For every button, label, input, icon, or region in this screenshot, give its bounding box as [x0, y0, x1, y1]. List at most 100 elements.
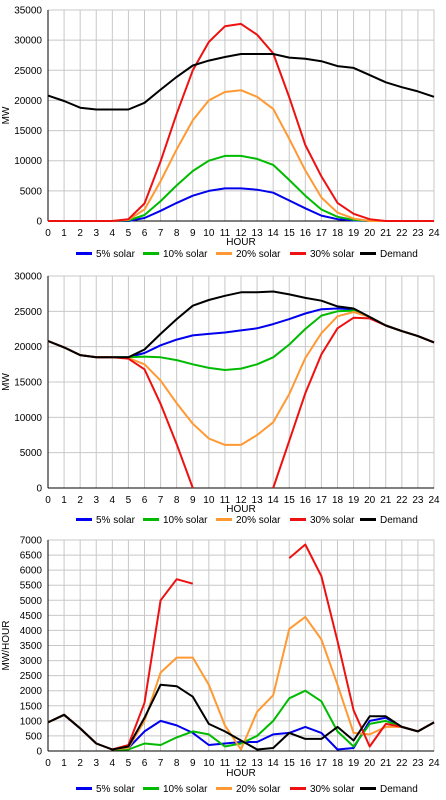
x-tick-label: 18 [332, 495, 344, 506]
x-tick-label: 10 [203, 495, 215, 506]
x-tick-label: 18 [332, 228, 344, 239]
x-tick-label: 23 [412, 228, 424, 239]
x-tick-label: 13 [252, 228, 264, 239]
y-tick-label: 6500 [20, 551, 43, 562]
x-tick-label: 7 [158, 495, 164, 506]
y-tick-label: 6000 [20, 566, 43, 577]
x-tick-label: 6 [142, 228, 148, 239]
x-tick-label: 0 [45, 495, 51, 506]
y-tick-label: 10000 [14, 156, 42, 167]
x-tick-label: 23 [412, 495, 424, 506]
x-tick-label: 3 [93, 495, 99, 506]
x-tick-label: 4 [110, 495, 116, 506]
x-tick-label: 14 [268, 228, 280, 239]
y-tick-label: 25000 [14, 66, 42, 77]
x-tick-label: 4 [110, 228, 116, 239]
series-line-solar30 [48, 22, 434, 222]
y-tick-label: 3500 [20, 641, 43, 652]
x-tick-label: 18 [332, 758, 344, 769]
x-tick-label: 14 [268, 758, 280, 769]
x-tick-label: 15 [284, 228, 296, 239]
y-tick-label: 4000 [20, 626, 43, 637]
x-tick-label: 8 [174, 758, 180, 769]
legend-label: Demand [380, 784, 418, 795]
x-tick-label: 10 [203, 228, 215, 239]
y-axis-label: MW/HOUR [1, 621, 12, 671]
x-tick-label: 9 [190, 495, 196, 506]
x-tick-label: 8 [174, 495, 180, 506]
y-tick-label: 4500 [20, 611, 43, 622]
x-tick-label: 0 [45, 228, 51, 239]
y-tick-label: 15000 [14, 378, 42, 389]
y-tick-label: 15000 [14, 126, 42, 137]
x-tick-label: 22 [396, 758, 408, 769]
legend-label: 30% solar [310, 249, 355, 260]
x-tick-label: 16 [300, 228, 312, 239]
x-axis-label: HOUR [226, 237, 255, 248]
series-line-demand [47, 290, 435, 359]
x-tick-label: 21 [380, 758, 392, 769]
x-tick-label: 15 [284, 495, 296, 506]
y-tick-label: 0 [36, 217, 42, 228]
x-tick-label: 15 [284, 758, 296, 769]
legend-label: 30% solar [310, 784, 355, 795]
x-tick-label: 21 [380, 228, 392, 239]
legend-label: 20% solar [236, 784, 281, 795]
y-tick-label: 2000 [20, 686, 43, 697]
x-tick-label: 14 [268, 495, 280, 506]
x-tick-label: 20 [364, 495, 376, 506]
y-tick-label: 10000 [14, 413, 42, 424]
legend-label: Demand [380, 515, 418, 526]
x-tick-label: 19 [348, 495, 360, 506]
legend-label: 30% solar [310, 515, 355, 526]
x-axis-label: HOUR [226, 768, 255, 779]
legend: 5% solar 10% solar 20% solar 30% solar Deman… [76, 515, 418, 526]
x-tick-label: 4 [110, 758, 116, 769]
legend-label: Demand [380, 249, 418, 260]
legend-label: 10% solar [163, 249, 208, 260]
x-tick-label: 12 [235, 495, 247, 506]
y-axis-label: MW [1, 106, 12, 124]
y-tick-label: 1500 [20, 701, 43, 712]
y-tick-label: 500 [25, 731, 42, 742]
y-tick-label: 35000 [14, 6, 42, 17]
y-tick-label: 30000 [14, 272, 42, 283]
x-tick-label: 19 [348, 758, 360, 769]
y-tick-label: 0 [36, 484, 42, 495]
y-tick-label: 1000 [20, 716, 43, 727]
x-tick-label: 3 [93, 228, 99, 239]
x-tick-label: 2 [77, 495, 83, 506]
x-tick-label: 1 [61, 495, 67, 506]
x-tick-label: 20 [364, 758, 376, 769]
y-tick-label: 5000 [20, 448, 43, 459]
x-tick-label: 7 [158, 758, 164, 769]
series-line-demand [47, 683, 435, 751]
y-tick-label: 30000 [14, 36, 42, 47]
x-tick-label: 22 [396, 495, 408, 506]
chart-panel-3: 0 500 1000 1500 2000 2500 3000 3500 4000 4500 5000… [1, 536, 440, 796]
legend-label: 5% solar [96, 515, 136, 526]
x-tick-label: 1 [61, 228, 67, 239]
series-line-demand [47, 53, 435, 111]
x-tick-label: 22 [396, 228, 408, 239]
x-tick-label: 24 [428, 495, 440, 506]
legend-label: 20% solar [236, 515, 281, 526]
y-axis-label: MW [1, 373, 12, 391]
x-tick-label: 16 [300, 758, 312, 769]
x-axis-label: HOUR [226, 504, 255, 515]
x-tick-label: 7 [158, 228, 164, 239]
x-tick-label: 13 [252, 758, 264, 769]
x-tick-label: 11 [220, 228, 231, 239]
y-tick-label: 5500 [20, 581, 43, 592]
legend-label: 10% solar [163, 515, 208, 526]
x-tick-label: 10 [203, 758, 215, 769]
x-tick-label: 9 [190, 758, 196, 769]
x-tick-label: 24 [428, 228, 440, 239]
y-tick-label: 3000 [20, 656, 43, 667]
y-tick-label: 5000 [20, 186, 43, 197]
x-tick-label: 5 [126, 228, 132, 239]
x-tick-label: 17 [316, 495, 328, 506]
